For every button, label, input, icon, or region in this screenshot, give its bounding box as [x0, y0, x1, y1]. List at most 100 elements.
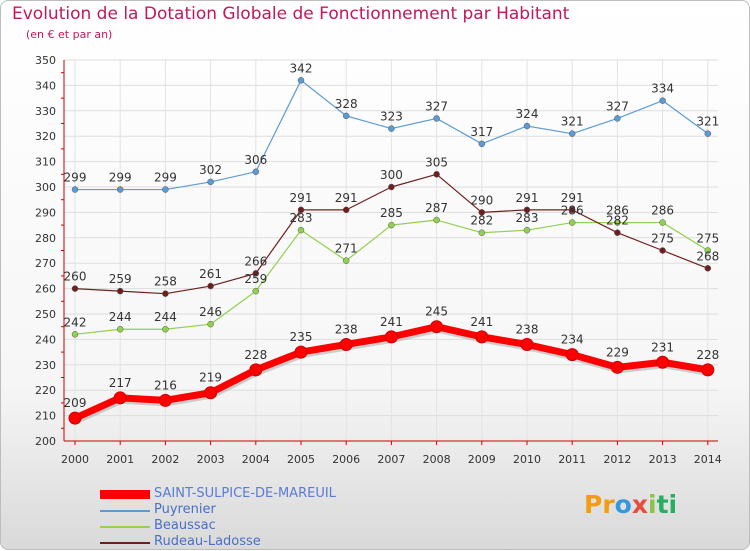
series-rudeau-ladosse [71, 171, 712, 297]
data-label: 291 [290, 191, 313, 205]
data-point [565, 348, 579, 362]
x-tick-label: 2010 [513, 453, 541, 466]
data-point [478, 209, 486, 216]
data-point [430, 320, 444, 334]
logo-part-pr: Pr [584, 490, 615, 519]
data-label: 242 [64, 315, 87, 329]
data-point [207, 178, 214, 186]
data-label: 271 [335, 242, 358, 256]
data-label: 291 [561, 191, 584, 205]
y-tick-label: 260 [35, 283, 56, 296]
data-label: 327 [425, 99, 448, 113]
x-tick-label: 2011 [558, 453, 586, 466]
data-label: 299 [64, 171, 87, 185]
data-label: 323 [380, 110, 403, 124]
data-label: 231 [651, 340, 674, 354]
y-tick-label: 320 [35, 130, 56, 143]
y-tick-label: 290 [35, 206, 56, 219]
data-label: 246 [199, 305, 222, 319]
data-point [568, 130, 576, 137]
data-point [610, 360, 624, 374]
data-point [162, 186, 169, 193]
data-point [113, 391, 127, 405]
legend-swatch [100, 510, 150, 512]
data-label: 342 [290, 61, 313, 75]
data-label: 244 [154, 310, 177, 324]
data-point [659, 97, 666, 104]
data-label: 321 [561, 115, 584, 129]
x-tick-label: 2002 [151, 453, 179, 466]
logo-part-o: o [614, 490, 632, 519]
data-point [704, 130, 712, 137]
data-label: 287 [425, 201, 448, 215]
data-point [614, 219, 621, 226]
data-label: 238 [335, 322, 358, 336]
data-point [520, 337, 534, 351]
data-label: 217 [109, 376, 132, 390]
data-point [656, 355, 670, 369]
data-label: 321 [696, 115, 719, 129]
data-label: 241 [380, 315, 403, 329]
legend-label: SAINT-SULPICE-DE-MAREUIL [154, 486, 336, 501]
y-tick-label: 200 [35, 435, 56, 448]
data-label: 245 [425, 305, 448, 319]
y-tick-label: 250 [35, 308, 56, 321]
y-tick-label: 340 [35, 79, 56, 92]
y-tick-label: 280 [35, 232, 56, 245]
data-label: 259 [109, 272, 132, 286]
data-label: 306 [244, 153, 267, 167]
data-label: 216 [154, 378, 177, 392]
data-label: 305 [425, 155, 448, 169]
chart-subtitle: (en € et par an) [26, 28, 113, 41]
data-point [339, 337, 353, 351]
data-label: 258 [154, 275, 177, 289]
line-chart: 200 210 220 230 240 250 260 270 280 290 300 310 320 3… [35, 54, 722, 466]
data-label: 290 [470, 193, 493, 207]
legend-label: Puyrenier [154, 502, 216, 517]
data-label: 244 [109, 310, 132, 324]
data-label: 241 [470, 315, 493, 329]
data-point [433, 115, 440, 122]
x-tick-label: 2000 [61, 453, 89, 466]
data-point [475, 330, 489, 344]
data-label: 291 [335, 191, 358, 205]
data-point [433, 216, 440, 224]
x-tick-label: 2007 [377, 453, 405, 466]
data-point [162, 325, 169, 333]
data-label: 219 [199, 371, 222, 385]
data-point [116, 186, 124, 193]
data-label: 286 [651, 204, 674, 218]
x-tick-label: 2014 [694, 453, 722, 466]
y-tick-label: 350 [35, 54, 56, 67]
data-label: 302 [199, 163, 222, 177]
x-tick-label: 2013 [649, 453, 677, 466]
data-point [162, 290, 169, 297]
legend-label: Rudeau-Ladosse [154, 534, 261, 549]
data-point [478, 140, 486, 148]
data-point [704, 265, 712, 272]
y-tick-label: 220 [35, 384, 56, 397]
data-point [71, 186, 79, 193]
chart-title: Evolution de la Dotation Globale de Fonc… [12, 4, 570, 24]
data-point [478, 229, 486, 236]
data-point [659, 247, 666, 254]
data-point [614, 229, 621, 236]
data-point [388, 183, 395, 191]
data-label: 299 [109, 171, 132, 185]
data-point [523, 226, 531, 234]
data-label: 228 [696, 348, 719, 362]
data-label: 209 [64, 396, 87, 410]
data-label: 235 [290, 330, 313, 344]
grid-layer [64, 59, 718, 442]
data-point [116, 287, 124, 295]
data-label: 300 [380, 168, 403, 182]
data-point [384, 330, 398, 344]
data-label: 286 [606, 204, 629, 218]
data-label: 334 [651, 82, 674, 96]
data-point [116, 325, 124, 333]
proxiti-logo: Proxiti [584, 490, 677, 519]
data-label: 266 [244, 254, 267, 268]
data-point [294, 345, 308, 359]
data-label: 285 [380, 206, 403, 220]
